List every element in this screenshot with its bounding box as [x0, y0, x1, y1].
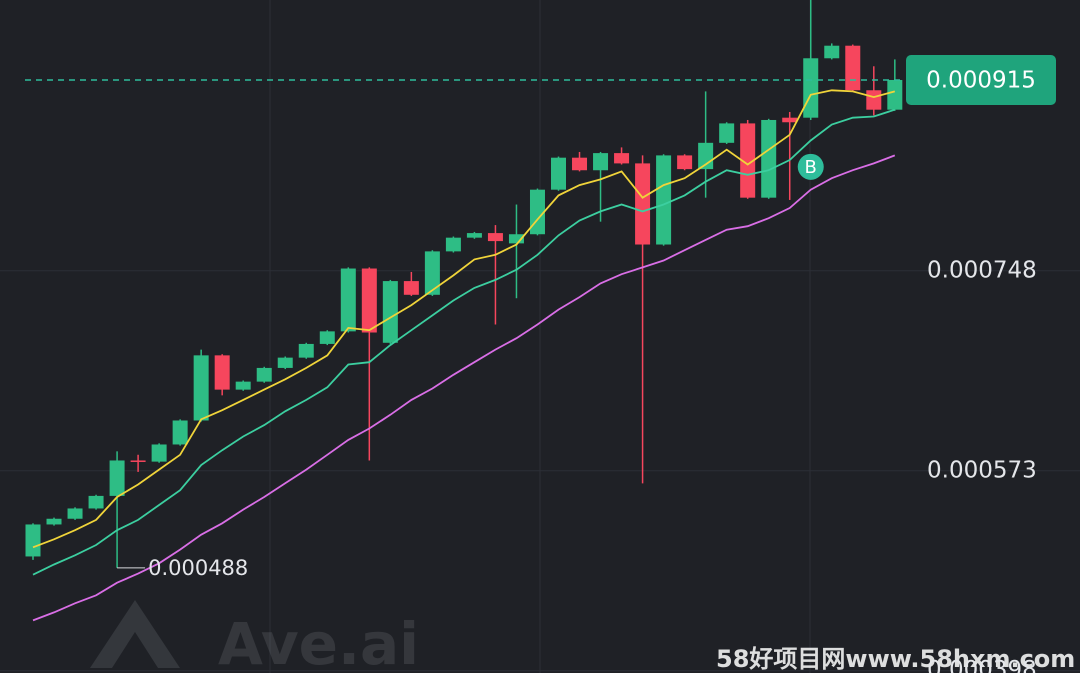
candle-body: [214, 355, 230, 390]
moving-average: [32, 89, 896, 549]
y-tick-label: 0.000573: [927, 457, 1037, 483]
candle-body: [340, 268, 356, 332]
candle-body: [172, 420, 188, 445]
candle-body: [466, 233, 482, 238]
candle-body: [551, 157, 566, 190]
candle-body: [719, 123, 735, 143]
candle-body: [887, 79, 903, 110]
candle-body: [635, 163, 651, 245]
candle-body: [572, 157, 588, 171]
y-tick-label: 0.000398: [927, 657, 1037, 673]
last-price-box: [906, 54, 1056, 105]
candle-body: [782, 117, 798, 123]
candle-body: [508, 234, 524, 244]
candle-body: [277, 357, 293, 368]
candle-body: [46, 518, 62, 525]
candle-body: [424, 251, 440, 295]
candle-body: [193, 355, 209, 421]
candle-body: [151, 444, 167, 462]
candle-body: [382, 281, 398, 343]
candle-body: [109, 460, 125, 496]
watermark: Ave.ai: [218, 610, 419, 673]
candle-body: [740, 123, 756, 198]
last-price-label: 0.000915: [926, 67, 1036, 93]
watermark-site: 58好项目网www.58hxm.com: [716, 645, 1075, 673]
candle-body: [298, 343, 314, 358]
candle-body: [130, 460, 146, 462]
candle-body: [656, 155, 672, 245]
moving-average: [32, 108, 896, 576]
min-label: 0.000488: [148, 556, 248, 580]
candle-body: [677, 155, 693, 170]
buy-marker: [797, 153, 824, 180]
candle-body: [403, 281, 419, 295]
candle-body: [88, 495, 104, 509]
buy-marker-text: B: [805, 157, 817, 178]
candle-body: [824, 45, 840, 59]
candle-body: [593, 153, 609, 171]
candle-body: [361, 268, 377, 333]
candle-body: [487, 233, 503, 242]
logo: [90, 600, 180, 668]
candle-body: [25, 524, 41, 557]
candle-body: [866, 90, 882, 110]
candle-body: [256, 367, 272, 382]
candle-body: [445, 237, 461, 252]
candle-body: [803, 58, 819, 118]
candle-body: [529, 189, 545, 235]
candle-body: [845, 45, 861, 91]
candle-body: [319, 331, 335, 344]
candle-body: [235, 381, 251, 390]
y-tick-label: 0.000748: [927, 257, 1037, 283]
candle-body: [67, 508, 83, 519]
candle-body: [761, 119, 777, 198]
moving-average: [32, 154, 896, 622]
logo-shape: [90, 600, 180, 668]
candle-body: [614, 153, 630, 164]
